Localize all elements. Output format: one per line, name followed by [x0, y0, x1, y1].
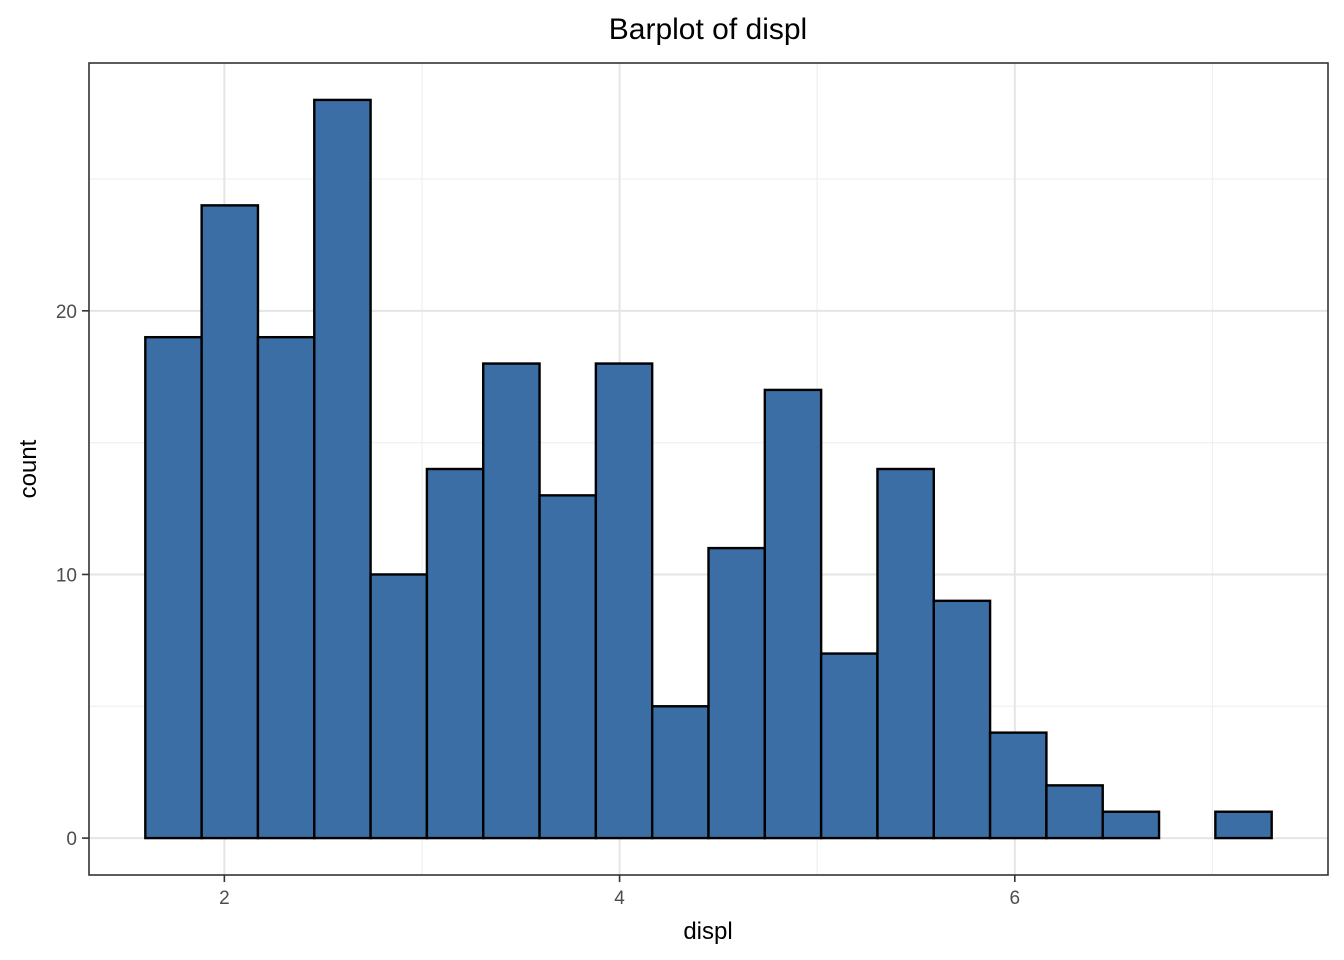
histogram-bar-7 [482, 362, 541, 840]
histogram-bar-18 [1101, 810, 1161, 840]
histogram-bar-16 [988, 731, 1048, 840]
x-tick-label: 6 [1010, 888, 1021, 909]
chart-title: Barplot of displ [609, 13, 807, 46]
histogram-bar-14 [876, 467, 935, 840]
x-tick-label: 4 [614, 888, 625, 909]
histogram-bar-3 [256, 335, 316, 840]
histogram-bar-4 [313, 98, 372, 840]
histogram-bar-15 [932, 599, 992, 840]
histogram-bar-6 [425, 467, 485, 840]
y-tick-label: 10 [56, 565, 77, 586]
histogram-bar-5 [369, 573, 429, 840]
histogram-bar-13 [819, 652, 879, 840]
histogram-bar-2 [200, 204, 260, 840]
y-tick-label: 20 [56, 302, 77, 323]
x-tick-label: 2 [219, 888, 230, 909]
histogram-bar-9 [594, 362, 654, 840]
axes: 2 4 6 0 10 20 [56, 302, 1020, 909]
histogram-bar-10 [650, 705, 710, 840]
y-axis-title: count [15, 439, 42, 498]
panel-border [88, 62, 1329, 876]
histogram-bar-17 [1045, 784, 1104, 840]
histogram-bar-20 [1214, 810, 1273, 840]
bars [144, 98, 1273, 840]
histogram-bar-11 [707, 546, 767, 840]
histogram-bar-12 [763, 388, 823, 840]
histogram-bar-8 [538, 494, 598, 840]
histogram-bar-1 [144, 335, 203, 840]
y-tick-label: 0 [66, 829, 77, 850]
x-axis-title: displ [683, 918, 732, 945]
